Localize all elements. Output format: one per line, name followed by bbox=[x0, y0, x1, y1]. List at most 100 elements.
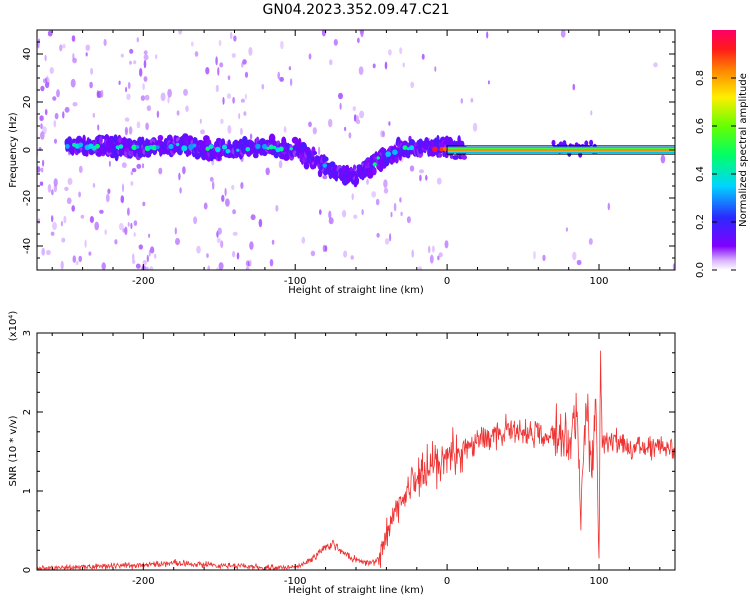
y-tick-label: 0 bbox=[22, 147, 33, 153]
noise-blob bbox=[85, 44, 91, 51]
noise-blob bbox=[243, 111, 247, 116]
band-blob bbox=[355, 176, 360, 185]
spectrogram-image bbox=[37, 30, 675, 270]
noise-blob bbox=[44, 109, 48, 116]
noise-blob bbox=[261, 83, 265, 90]
y-tick-label: 1 bbox=[22, 488, 33, 494]
band-blob bbox=[312, 151, 318, 155]
noise-blob bbox=[390, 211, 393, 218]
noise-blob bbox=[61, 237, 66, 243]
band-blob bbox=[551, 139, 556, 146]
noise-blob bbox=[399, 197, 402, 203]
noise-blob bbox=[419, 174, 422, 182]
band-blob bbox=[238, 138, 243, 145]
peak-blob bbox=[95, 143, 100, 149]
noise-blob bbox=[38, 38, 40, 44]
peak-blob bbox=[372, 162, 377, 167]
noise-blob bbox=[312, 127, 317, 135]
noise-blob bbox=[342, 210, 347, 218]
noise-blob bbox=[144, 94, 150, 101]
spectrogram-x-label: Height of straight line (km) bbox=[288, 285, 424, 296]
noise-blob bbox=[37, 166, 41, 173]
noise-blob bbox=[85, 52, 88, 57]
peak-blob bbox=[266, 146, 270, 150]
noise-blob bbox=[154, 253, 157, 259]
noise-blob bbox=[400, 211, 403, 216]
peak-blob bbox=[181, 145, 188, 152]
noise-blob bbox=[103, 38, 107, 47]
noise-blob bbox=[240, 98, 245, 103]
snr-series-line bbox=[37, 350, 675, 570]
noise-blob bbox=[308, 121, 312, 128]
noise-blob bbox=[660, 154, 666, 164]
noise-blob bbox=[425, 174, 428, 181]
noise-blob bbox=[50, 231, 55, 236]
noise-blob bbox=[51, 189, 54, 196]
noise-blob bbox=[127, 222, 130, 227]
noise-blob bbox=[92, 112, 96, 118]
peak-blob bbox=[236, 148, 240, 152]
noise-blob bbox=[78, 191, 81, 198]
noise-blob bbox=[155, 54, 158, 59]
noise-blob bbox=[437, 255, 440, 261]
snr-x-label: Height of straight line (km) bbox=[288, 585, 424, 596]
colorbar-tick-label: 0.0 bbox=[695, 262, 706, 278]
noise-blob bbox=[47, 184, 52, 193]
noise-blob bbox=[361, 209, 364, 216]
noise-blob bbox=[376, 232, 380, 238]
noise-blob bbox=[672, 263, 675, 270]
noise-blob bbox=[52, 221, 57, 231]
peak-blob bbox=[225, 149, 231, 154]
colorbar-gradient bbox=[712, 30, 736, 270]
noise-blob bbox=[384, 238, 390, 245]
peak-blob bbox=[176, 142, 180, 147]
noise-blob bbox=[348, 132, 352, 139]
noise-blob bbox=[653, 62, 658, 68]
noise-blob bbox=[44, 81, 50, 89]
noise-blob bbox=[271, 239, 275, 245]
noise-blob bbox=[118, 80, 121, 86]
noise-blob bbox=[383, 179, 388, 189]
noise-blob bbox=[190, 41, 194, 47]
noise-blob bbox=[250, 214, 256, 221]
noise-blob bbox=[143, 54, 149, 61]
x-tick-label: 100 bbox=[589, 276, 608, 287]
noise-blob bbox=[384, 61, 388, 70]
noise-blob bbox=[64, 186, 69, 191]
noise-blob bbox=[54, 112, 59, 120]
noise-blob bbox=[352, 106, 356, 112]
noise-blob bbox=[49, 67, 54, 74]
noise-blob bbox=[124, 117, 130, 122]
noise-blob bbox=[133, 60, 137, 65]
noise-blob bbox=[196, 245, 201, 254]
noise-blob bbox=[411, 249, 415, 258]
noise-blob bbox=[206, 253, 209, 258]
noise-blob bbox=[84, 239, 87, 248]
snr-plot-area bbox=[37, 350, 675, 570]
noise-blob bbox=[350, 255, 354, 260]
noise-blob bbox=[139, 68, 143, 77]
colorbar-ticks: 0.0 0.2 0.4 0.6 0.8 bbox=[695, 70, 736, 278]
figure-title: GN04.2023.352.09.47.C21 bbox=[263, 2, 450, 18]
noise-blob bbox=[219, 62, 224, 68]
noise-blob bbox=[218, 262, 224, 270]
noise-blob bbox=[53, 120, 57, 128]
noise-blob bbox=[97, 124, 100, 131]
noise-blob bbox=[533, 250, 536, 260]
noise-blob bbox=[215, 84, 219, 93]
noise-blob bbox=[52, 96, 57, 101]
band-blob bbox=[303, 161, 310, 170]
noise-blob bbox=[130, 181, 134, 186]
noise-blob bbox=[357, 37, 360, 44]
peak-blob bbox=[205, 146, 210, 151]
noise-blob bbox=[120, 53, 125, 58]
noise-blob bbox=[105, 193, 110, 203]
noise-blob bbox=[46, 75, 49, 83]
band-blob bbox=[461, 154, 467, 160]
noise-blob bbox=[289, 78, 293, 86]
noise-blob bbox=[487, 80, 490, 85]
y-tick-label: -20 bbox=[22, 190, 33, 206]
noise-blob bbox=[438, 252, 443, 258]
noise-blob bbox=[279, 76, 284, 82]
noise-blob bbox=[140, 95, 145, 101]
